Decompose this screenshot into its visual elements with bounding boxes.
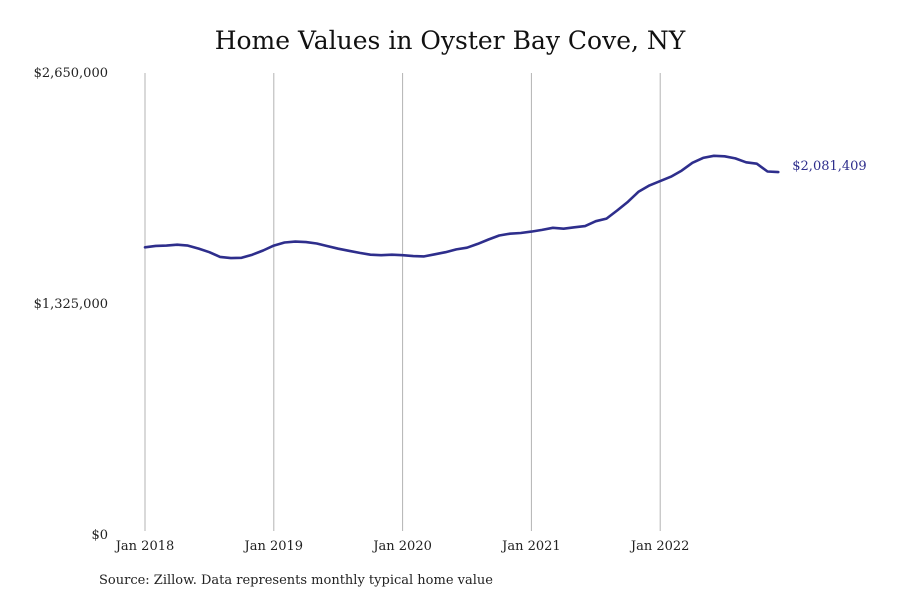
x-tick-label: Jan 2019 bbox=[243, 539, 304, 554]
y-tick-label: $0 bbox=[91, 528, 108, 543]
end-value-label: $2,081,409 bbox=[792, 159, 866, 174]
x-tick-label: Jan 2021 bbox=[500, 539, 561, 554]
x-tick-label: Jan 2018 bbox=[114, 539, 175, 554]
y-axis-ticks: $2,650,000 $1,325,000 $0 bbox=[34, 66, 108, 543]
x-axis-ticks: Jan 2018 Jan 2019 Jan 2020 Jan 2021 Jan 2022 bbox=[114, 539, 690, 554]
x-tick-label: Jan 2020 bbox=[371, 539, 432, 554]
chart-title: Home Values in Oyster Bay Cove, NY bbox=[214, 26, 686, 55]
y-tick-label: $2,650,000 bbox=[34, 66, 108, 81]
y-tick-label: $1,325,000 bbox=[34, 297, 108, 312]
source-note: Source: Zillow. Data represents monthly … bbox=[99, 573, 493, 588]
grid-lines bbox=[144, 73, 661, 531]
x-tick-label: Jan 2022 bbox=[629, 539, 690, 554]
series-line bbox=[143, 154, 780, 260]
